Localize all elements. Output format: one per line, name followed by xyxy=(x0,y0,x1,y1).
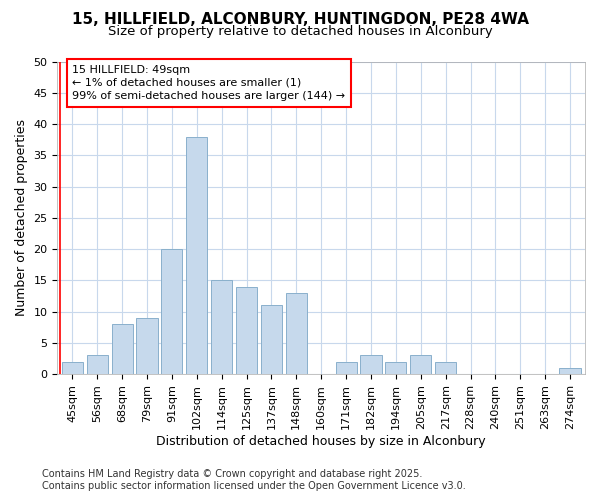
Bar xyxy=(86,356,108,374)
X-axis label: Distribution of detached houses by size in Alconbury: Distribution of detached houses by size … xyxy=(157,434,486,448)
Bar xyxy=(435,362,456,374)
Bar xyxy=(211,280,232,374)
Bar xyxy=(410,356,431,374)
Text: Size of property relative to detached houses in Alconbury: Size of property relative to detached ho… xyxy=(107,25,493,38)
Bar xyxy=(236,286,257,374)
Bar xyxy=(385,362,406,374)
Y-axis label: Number of detached properties: Number of detached properties xyxy=(15,120,28,316)
Bar xyxy=(186,136,208,374)
Bar xyxy=(136,318,158,374)
Bar xyxy=(559,368,581,374)
Bar xyxy=(286,293,307,374)
Bar xyxy=(161,249,182,374)
Bar xyxy=(62,362,83,374)
Bar xyxy=(361,356,382,374)
Bar xyxy=(261,306,282,374)
Bar xyxy=(112,324,133,374)
Text: Contains HM Land Registry data © Crown copyright and database right 2025.
Contai: Contains HM Land Registry data © Crown c… xyxy=(42,470,466,491)
Text: 15, HILLFIELD, ALCONBURY, HUNTINGDON, PE28 4WA: 15, HILLFIELD, ALCONBURY, HUNTINGDON, PE… xyxy=(71,12,529,28)
Text: 15 HILLFIELD: 49sqm
← 1% of detached houses are smaller (1)
99% of semi-detached: 15 HILLFIELD: 49sqm ← 1% of detached hou… xyxy=(73,64,346,101)
Bar xyxy=(335,362,356,374)
